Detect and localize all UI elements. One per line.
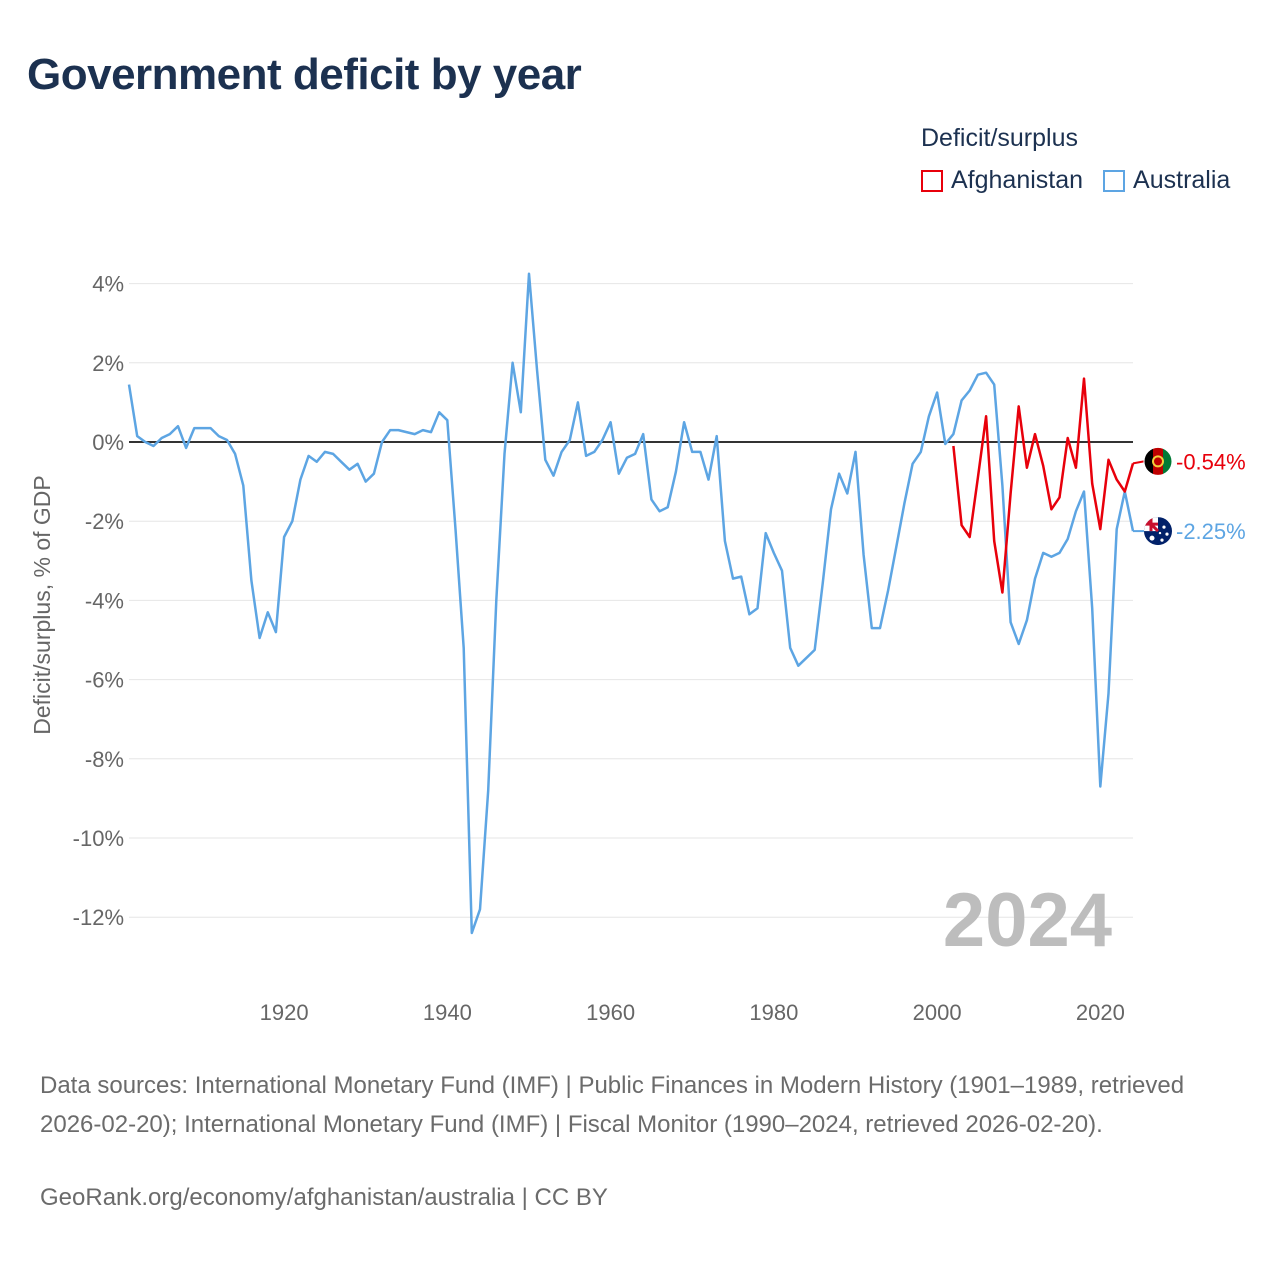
legend-label-afghanistan: Afghanistan	[951, 166, 1084, 194]
legend-swatch-australia	[1103, 169, 1126, 192]
series-lines	[127, 272, 1135, 935]
gridlines	[129, 283, 1133, 918]
x-tick-label: 1940	[423, 1000, 472, 1025]
x-tick-label: 1920	[260, 1000, 309, 1025]
end-connector	[1132, 460, 1145, 465]
credit-link[interactable]: GeoRank.org/economy/afghanistan/australi…	[40, 1184, 608, 1211]
y-tick-label: 4%	[92, 272, 124, 297]
flag-australia-icon	[1144, 517, 1172, 546]
legend-title: Deficit/surplus	[921, 124, 1078, 152]
end-label-afghanistan: -0.54%	[1176, 449, 1246, 474]
y-tick-label: 2%	[92, 351, 124, 376]
flag-afghanistan-icon	[1143, 446, 1173, 476]
y-tick-label: -12%	[73, 905, 124, 930]
y-tick-label: -4%	[85, 588, 124, 613]
x-tick-label: 1980	[749, 1000, 798, 1025]
x-tick-label: 1960	[586, 1000, 635, 1025]
legend-swatch-afghanistan	[921, 169, 943, 192]
y-tick-label: -10%	[73, 826, 124, 851]
y-tick-label: -2%	[85, 509, 124, 534]
legend-label-australia: Australia	[1133, 166, 1231, 194]
series-line-australia[interactable]	[127, 272, 1135, 935]
x-tick-label: 2020	[1076, 1000, 1125, 1025]
y-axis-ticks: 4% 2% 0% -2% -4% -6% -8% -10% -12%	[73, 272, 124, 931]
y-tick-label: -8%	[85, 747, 124, 772]
end-label-australia: -2.25%	[1176, 519, 1246, 544]
y-tick-label: 0%	[92, 430, 124, 455]
legend: Afghanistan Australia	[921, 166, 1230, 195]
current-year-watermark: 2024	[943, 878, 1112, 963]
x-axis-ticks: 1920 1940 1960 1980 2000 2020	[260, 1000, 1125, 1025]
legend-item-afghanistan[interactable]: Afghanistan	[921, 166, 1083, 195]
series-line-afghanistan[interactable]	[952, 377, 1135, 594]
x-tick-label: 2000	[913, 1000, 962, 1025]
y-tick-label: -6%	[85, 668, 124, 693]
data-sources: Data sources: International Monetary Fun…	[40, 1072, 1185, 1138]
y-axis-label: Deficit/surplus, % of GDP	[29, 475, 55, 734]
chart-canvas: 4%2%0%-2%-4%-6%-8%-10%-12% 1920 1940 1960 1…	[29, 272, 1246, 1025]
legend-item-australia[interactable]: Australia	[1103, 166, 1230, 195]
end-markers: -0.54% -2.25%	[1132, 446, 1246, 546]
chart-title: Government deficit by year	[27, 50, 582, 99]
